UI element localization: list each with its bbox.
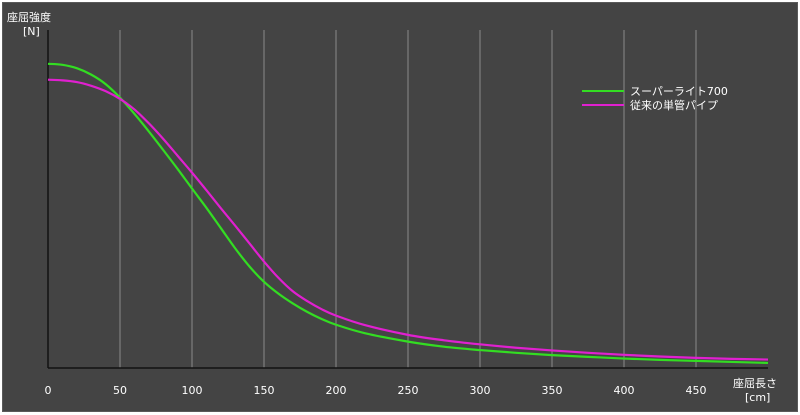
x-axis-unit: [cm] [745,391,770,404]
x-tick-labels: 0 50 100 150 200 250 300 350 400 450 [45,384,707,397]
x-axis-title: 座屈長さ [733,376,777,390]
legend: スーパーライト700 従来の単管パイプ [582,85,728,112]
x-tick-label-400: 400 [614,384,635,397]
series-line-conventional-pipe [47,78,769,361]
x-tick-label-450: 450 [686,384,707,397]
series-layer [47,62,769,365]
x-tick-label-100: 100 [182,384,203,397]
x-tick-label-200: 200 [326,384,347,397]
x-tick-label-350: 350 [542,384,563,397]
x-tick-label-50: 50 [113,384,127,397]
legend-label-conventional-pipe: 従来の単管パイプ [630,98,718,112]
x-tick-label-150: 150 [254,384,275,397]
x-tick-label-0: 0 [45,384,52,397]
x-tick-label-300: 300 [470,384,491,397]
grid-lines [119,30,697,368]
x-tick-label-250: 250 [398,384,419,397]
legend-label-super-light: スーパーライト700 [630,85,728,98]
y-axis-title: 座屈強度 [7,10,51,24]
y-axis-unit: [N] [23,25,40,38]
